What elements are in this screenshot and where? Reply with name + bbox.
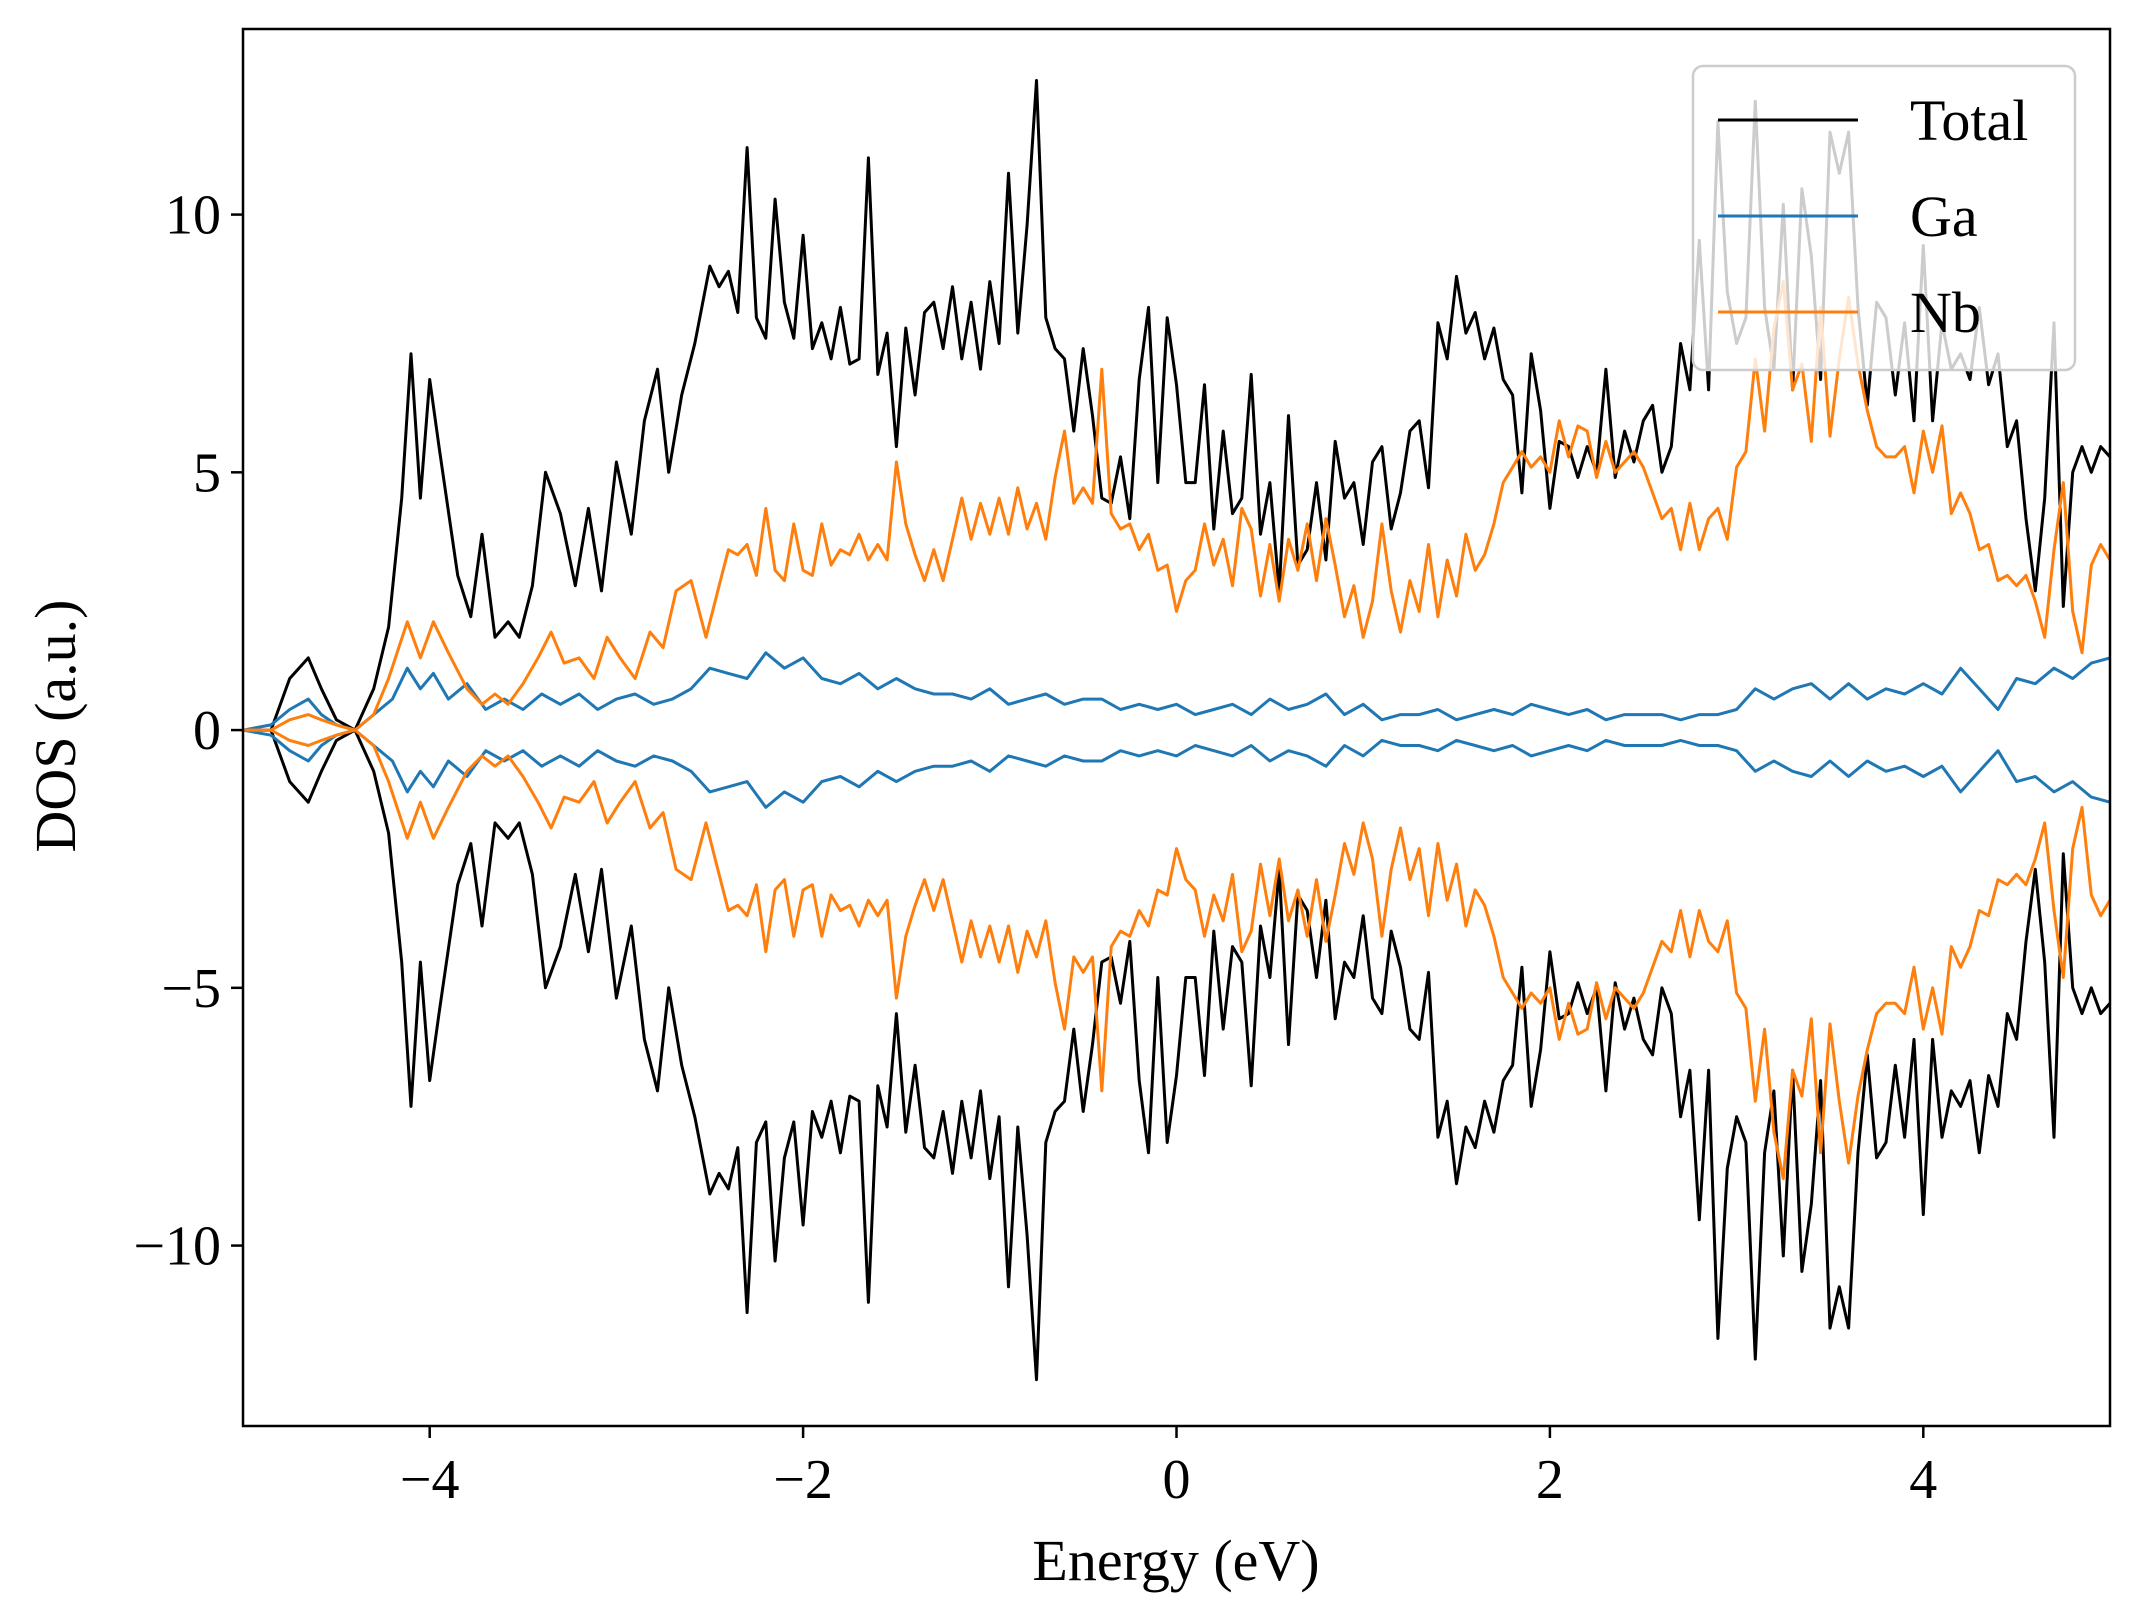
y-tick-label: −10 <box>133 1216 221 1278</box>
x-axis-label: Energy (eV) <box>1032 1528 1319 1593</box>
series-line-total-spin-down <box>243 728 2110 1382</box>
y-axis-label: DOS (a.u.) <box>23 600 88 853</box>
x-tick-label: −4 <box>400 1449 460 1511</box>
series-line-nb-spin-up <box>243 280 2110 732</box>
x-tick-label: 4 <box>1909 1449 1937 1511</box>
y-tick-label: −5 <box>161 958 221 1020</box>
legend-label-total: Total <box>1910 88 2028 153</box>
series-line-ga-spin-up <box>243 651 2110 732</box>
series-line-ga-spin-down <box>243 728 2110 809</box>
legend-label-nb: Nb <box>1910 280 1981 345</box>
legend-frame <box>1691 64 2077 372</box>
x-tick-label: 0 <box>1163 1449 1191 1511</box>
legend-label-ga: Ga <box>1910 184 1978 249</box>
x-tick-label: 2 <box>1536 1449 1564 1511</box>
y-tick-label: 10 <box>165 185 221 247</box>
x-tick-label: −2 <box>773 1449 833 1511</box>
axes-layer: −4 −2 0 2 4 −10 −5 0 5 10 <box>133 27 2112 1511</box>
series-line-nb-spin-down <box>243 728 2110 1181</box>
legend: Total Ga Nb <box>1691 64 2077 372</box>
y-tick-label: 5 <box>193 442 221 504</box>
y-tick-label: 0 <box>193 700 221 762</box>
